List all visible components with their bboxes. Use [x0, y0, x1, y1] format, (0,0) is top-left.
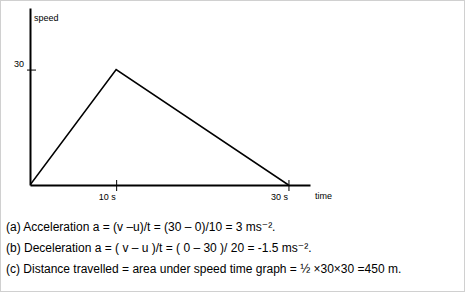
speed-line — [30, 70, 288, 185]
y-tick-label: 30 — [14, 59, 24, 69]
y-axis: 30 — [14, 9, 36, 186]
chart: 10 s 30 s 30 speed time (a) Acceleration a = … — [0, 0, 465, 292]
plot-area — [30, 70, 288, 185]
annotation: (c) Distance travelled = area under spee… — [6, 262, 401, 276]
x-tick: 10 s — [99, 180, 117, 202]
x-tick-mark — [116, 180, 117, 191]
x-tick-label: 10 s — [99, 192, 117, 202]
y-tick-mark — [27, 70, 36, 71]
x-tick-label: 30 s — [271, 192, 289, 202]
x-axis-line — [31, 185, 311, 187]
annotation: (b) Deceleration a = ( v – u )/t = ( 0 –… — [6, 241, 311, 255]
y-tick: 30 — [14, 59, 36, 70]
frame — [1, 1, 465, 292]
y-axis-title: speed — [34, 13, 59, 23]
x-tick-mark — [288, 180, 289, 191]
y-axis-line — [30, 9, 32, 186]
x-axis-title: time — [315, 191, 332, 201]
x-axis: 10 s 30 s — [31, 180, 311, 202]
annotation: (a) Acceleration a = (v –u)/t = (30 – 0)… — [6, 220, 275, 234]
